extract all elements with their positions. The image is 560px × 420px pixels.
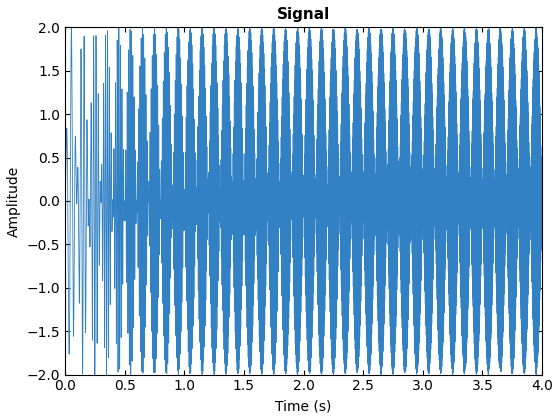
X-axis label: Time (s): Time (s) (276, 399, 332, 413)
Title: Signal: Signal (277, 7, 330, 22)
Y-axis label: Amplitude: Amplitude (7, 165, 21, 236)
